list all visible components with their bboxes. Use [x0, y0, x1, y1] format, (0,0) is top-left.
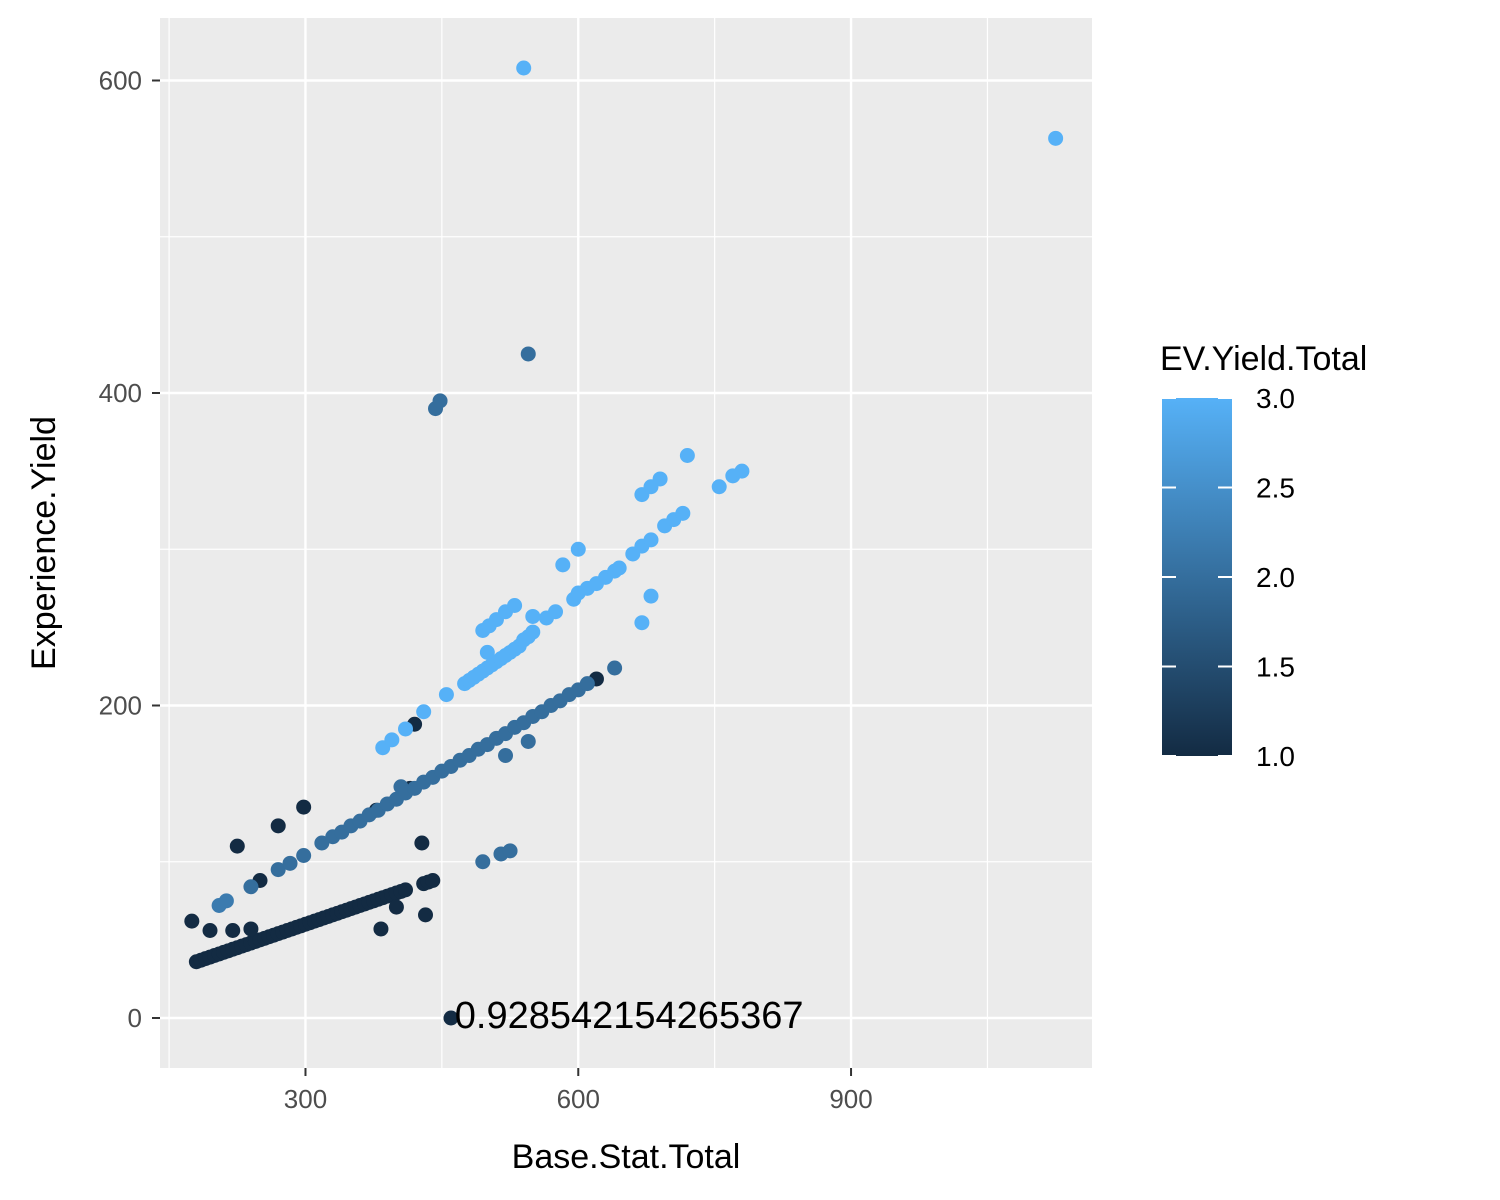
data-point	[270, 862, 286, 878]
data-point	[479, 644, 495, 660]
data-point	[398, 721, 414, 737]
data-point	[652, 471, 668, 487]
plot-panel	[160, 18, 1092, 1068]
data-point	[611, 560, 627, 576]
data-point	[516, 60, 532, 76]
legend-break-label: 2.5	[1256, 473, 1295, 504]
data-point	[425, 873, 441, 888]
data-point	[373, 921, 389, 937]
y-axis-ticks: 0 200 400 600	[99, 66, 160, 1033]
x-tick-label: 900	[829, 1084, 872, 1114]
y-tick-label: 200	[99, 691, 142, 721]
data-point	[548, 604, 564, 620]
legend-breaks: 1.0 1.5 2.0 2.5 3.0	[1162, 383, 1295, 772]
data-point	[270, 818, 286, 834]
data-point	[607, 660, 623, 676]
data-points	[184, 60, 1064, 1026]
legend-break-label: 3.0	[1256, 383, 1295, 414]
data-point	[443, 1010, 459, 1026]
data-point	[418, 907, 434, 923]
data-point	[555, 557, 571, 573]
y-tick-label: 400	[99, 378, 142, 408]
data-point	[398, 882, 414, 898]
minor-gridlines	[160, 18, 1092, 1068]
data-point	[438, 687, 454, 703]
data-point	[498, 748, 514, 763]
data-point	[525, 608, 541, 624]
data-point	[416, 704, 432, 720]
data-point	[184, 913, 200, 929]
x-axis-ticks: 300 600 900	[284, 1068, 873, 1114]
data-point	[502, 843, 518, 859]
x-axis-title: Base.Stat.Total	[512, 1138, 741, 1176]
data-point	[520, 346, 536, 362]
x-tick-label: 600	[557, 1084, 600, 1114]
data-point	[384, 732, 400, 748]
data-point	[734, 463, 750, 479]
color-legend: EV.Yield.Total 1.0 1.5 2.0 2.5 3.0	[1160, 340, 1367, 772]
data-point	[507, 598, 523, 613]
y-axis-title: Experience.Yield	[25, 416, 63, 670]
data-point	[296, 799, 312, 815]
data-point	[432, 393, 448, 409]
data-point	[679, 448, 695, 463]
legend-break-label: 1.5	[1256, 652, 1295, 683]
y-tick-label: 0	[128, 1003, 142, 1033]
data-point	[388, 899, 404, 915]
data-point	[520, 733, 536, 749]
data-point	[579, 676, 595, 692]
data-point	[525, 624, 541, 640]
data-point	[643, 532, 659, 548]
x-tick-label: 300	[284, 1084, 327, 1114]
y-tick-label: 600	[99, 66, 142, 96]
data-point	[243, 921, 259, 937]
data-point	[282, 855, 298, 871]
correlation-annotation: 0.928542154265367	[455, 995, 804, 1037]
data-point	[634, 615, 650, 631]
data-point	[202, 923, 218, 938]
data-point	[570, 541, 586, 557]
data-point	[225, 923, 241, 938]
data-point	[229, 838, 245, 854]
data-point	[1048, 130, 1064, 146]
legend-break-label: 1.0	[1256, 741, 1295, 772]
data-point	[218, 893, 234, 909]
data-point	[643, 588, 659, 604]
data-point	[243, 879, 259, 895]
data-point	[296, 848, 312, 863]
data-point	[414, 835, 430, 851]
data-point	[314, 835, 330, 851]
legend-break-label: 2.0	[1256, 562, 1295, 593]
data-point	[675, 505, 691, 521]
legend-title: EV.Yield.Total	[1160, 340, 1367, 378]
data-point	[711, 479, 727, 495]
data-point	[475, 854, 491, 870]
